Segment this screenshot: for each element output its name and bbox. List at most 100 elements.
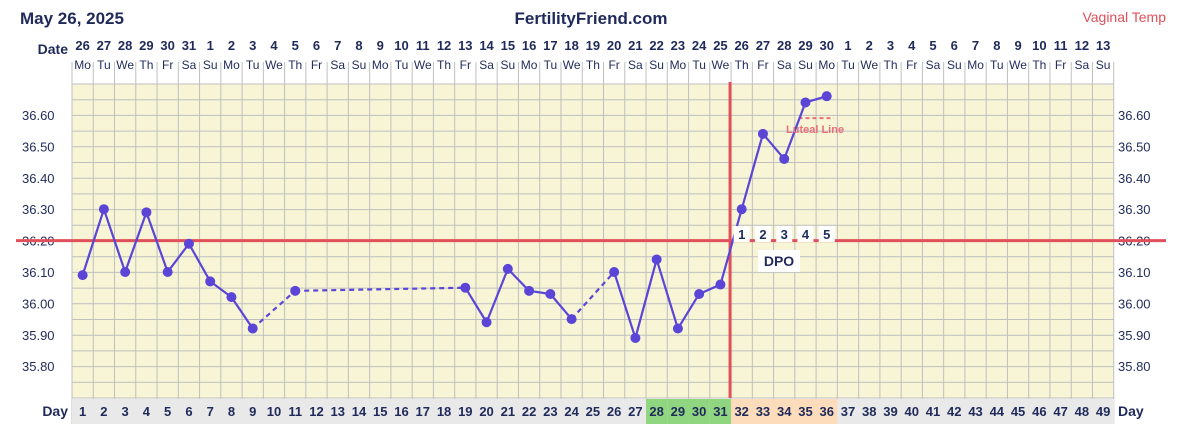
y-tick-label-right: 36.60: [1118, 108, 1151, 123]
date-label: 2: [228, 38, 235, 53]
cycle-day-label: 6: [185, 404, 192, 419]
date-label: 5: [929, 38, 936, 53]
cycle-day-label: 4: [143, 404, 151, 419]
date-label: 2: [866, 38, 873, 53]
date-label: 14: [479, 38, 494, 53]
temp-point: [800, 97, 811, 108]
date-label: 10: [1032, 38, 1046, 53]
dpo-number: 3: [781, 227, 788, 242]
temp-segment: [145, 211, 169, 273]
cycle-day-label: 1: [79, 404, 86, 419]
weekday-label: Fr: [460, 58, 471, 72]
date-label: 26: [75, 38, 89, 53]
cycle-day-label: 42: [947, 404, 961, 419]
weekday-label: Th: [437, 58, 451, 72]
cycle-day-label: 5: [164, 404, 171, 419]
date-label: 13: [1096, 38, 1110, 53]
y-tick-label: 36.30: [22, 202, 55, 217]
temp-segment: [613, 271, 637, 339]
date-label: 24: [692, 38, 707, 53]
cycle-day-label: 34: [777, 404, 792, 419]
weekday-label: Sa: [1075, 58, 1090, 72]
luteal-day-cell: [816, 399, 838, 424]
temp-point: [502, 263, 513, 274]
cycle-day-label: 26: [607, 404, 621, 419]
cycle-day-label: 35: [798, 404, 812, 419]
date-label: 25: [713, 38, 727, 53]
luteal-day-cell: [794, 399, 817, 424]
dpo-number: 4: [802, 227, 810, 242]
dpo-number: 1: [738, 227, 745, 242]
luteal-day-cell: [773, 399, 795, 424]
date-label: 8: [993, 38, 1000, 53]
date-label: 27: [97, 38, 111, 53]
cycle-day-label: 32: [734, 404, 748, 419]
y-tick-label: 36.10: [22, 265, 55, 280]
temp-segment: [655, 259, 679, 329]
weekday-label: Sa: [777, 58, 792, 72]
cycle-day-label: 9: [249, 404, 256, 419]
temp-point: [524, 285, 535, 296]
date-label: 19: [586, 38, 600, 53]
cycle-day-label: 37: [841, 404, 855, 419]
date-label: 28: [777, 38, 791, 53]
cycle-day-label: 27: [628, 404, 642, 419]
temp-point: [630, 332, 641, 343]
date-label: 1: [207, 38, 214, 53]
weekday-label: We: [712, 58, 730, 72]
date-label: 16: [522, 38, 536, 53]
cycle-day-label: 30: [692, 404, 706, 419]
weekday-label: Mo: [967, 58, 984, 72]
site-title[interactable]: FertilityFriend.com: [514, 9, 667, 28]
y-axis-labels: 36.60 36.60 36.50 36.50 36.40 36.40 36.30 36.30…: [22, 108, 1151, 374]
date-label: 30: [160, 38, 174, 53]
temp-point: [609, 267, 620, 277]
date-label: 30: [819, 38, 833, 53]
temp-segment: [187, 243, 212, 282]
weekday-label: Mo: [818, 58, 835, 72]
weekday-label: Mo: [521, 58, 538, 72]
luteal-day-cell: [752, 399, 774, 424]
date-label: 4: [270, 38, 278, 53]
cycle-day-label: 41: [926, 404, 940, 419]
cycle-day-label: 22: [522, 404, 536, 419]
cycle-day-label: 2: [100, 404, 107, 419]
y-tick-label-right: 36.40: [1118, 171, 1151, 186]
dpo-number-box: [797, 226, 814, 242]
weekday-label: Fr: [311, 58, 322, 72]
date-label: 29: [798, 38, 812, 53]
date-label: 9: [377, 38, 384, 53]
date-label: 11: [1054, 38, 1068, 53]
cycle-day-label: 45: [1011, 404, 1025, 419]
cycle-day-label: 14: [352, 404, 367, 419]
temp-type-label: Vaginal Temp: [1082, 9, 1166, 25]
cycle-day-label: 16: [394, 404, 408, 419]
temp-point: [821, 91, 832, 102]
date-label: 11: [416, 38, 430, 53]
cycle-day-label: 19: [458, 404, 472, 419]
temp-segment: [507, 268, 530, 292]
cycle-day-label: 43: [968, 404, 982, 419]
temp-point: [566, 314, 577, 325]
weekday-label: Tu: [97, 58, 111, 72]
weekday-label: Su: [203, 58, 218, 72]
cycle-day-label: 24: [564, 404, 579, 419]
date-label: 18: [564, 38, 578, 53]
y-tick-label-right: 35.80: [1118, 359, 1151, 374]
weekday-label: Fr: [608, 58, 619, 72]
y-tick-label: 35.80: [22, 359, 55, 374]
weekday-label: Fr: [162, 58, 173, 72]
date-label: 12: [437, 38, 451, 53]
date-label: 5: [292, 38, 299, 53]
temp-segment: [124, 211, 148, 273]
weekday-label: Fr: [906, 58, 917, 72]
weekday-label: Sa: [330, 58, 345, 72]
date-label: 28: [118, 38, 132, 53]
date-row-label: Date: [38, 41, 69, 57]
day-row-label-left: Day: [42, 403, 68, 419]
y-tick-label: 36.60: [22, 108, 55, 123]
temp-segment: [676, 293, 701, 330]
fertile-day-cell: [709, 399, 732, 424]
cycle-day-label: 21: [501, 404, 515, 419]
fertile-day-cell: [667, 399, 689, 424]
